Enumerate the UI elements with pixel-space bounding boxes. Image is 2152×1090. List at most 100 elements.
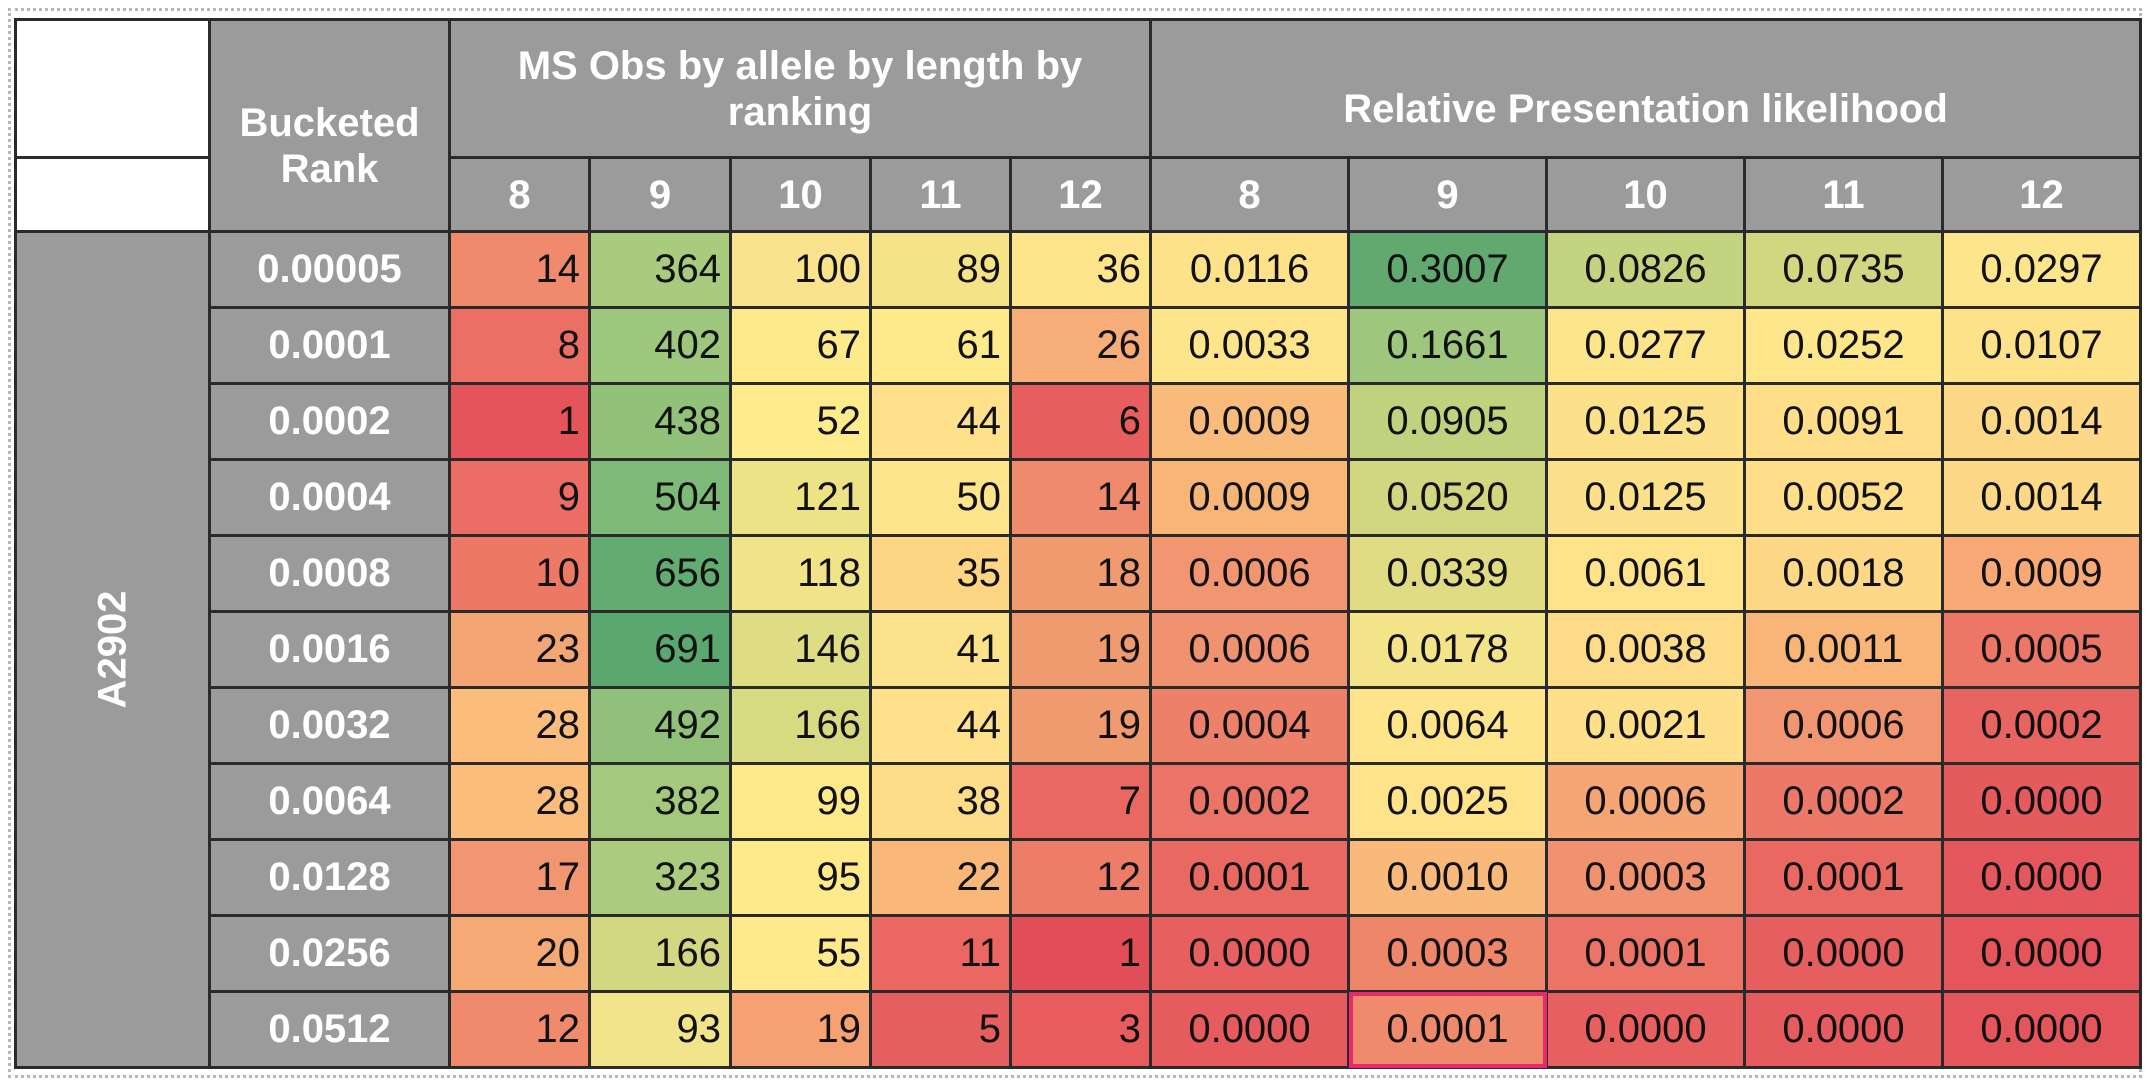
relative-likelihood-cell: 0.0005 — [1941, 610, 2142, 689]
ms-obs-cell: 323 — [588, 838, 732, 917]
relative-likelihood-cell: 0.0006 — [1149, 610, 1350, 689]
ms-obs-cell: 19 — [1009, 610, 1152, 689]
rank-cell: 0.0064 — [208, 762, 451, 841]
relative-likelihood-cell: 0.0021 — [1545, 686, 1746, 765]
table-row: 0.0032 28 492 166 44 19 0.0004 0.0064 0.0021 0.00… — [16, 686, 2142, 765]
relative-likelihood-cell: 0.0277 — [1545, 306, 1746, 385]
relative-likelihood-cell: 0.0297 — [1941, 230, 2142, 309]
relative-likelihood-cell: 0.0001 — [1743, 838, 1944, 917]
presentation-likelihood-table: Bucketed Rank MS Obs by allele by length… — [14, 18, 2142, 1069]
relative-likelihood-cell: 0.0125 — [1545, 382, 1746, 461]
ms-obs-cell: 12 — [1009, 838, 1152, 917]
ms-obs-cell: 18 — [1009, 534, 1152, 613]
ms-obs-cell: 38 — [869, 762, 1012, 841]
ms-obs-cell: 99 — [729, 762, 872, 841]
relative-likelihood-cell: 0.0004 — [1149, 686, 1350, 765]
relative-likelihood-cell: 0.0735 — [1743, 230, 1944, 309]
rel-length-header: 8 — [1149, 156, 1350, 233]
table-row: 0.0064 28 382 99 38 7 0.0002 0.0025 0.0006 0.0002… — [16, 762, 2142, 841]
table-row: 0.0256 20 166 55 11 1 0.0000 0.0003 0.0001 0.0000… — [16, 914, 2142, 993]
allele-label: A2902 — [14, 230, 211, 1069]
ms-obs-cell: 11 — [869, 914, 1012, 993]
relative-likelihood-cell: 0.0014 — [1941, 458, 2142, 537]
ms-length-header: 11 — [869, 156, 1012, 233]
relative-likelihood-cell: 0.0006 — [1545, 762, 1746, 841]
table-row: 0.0128 17 323 95 22 12 0.0001 0.0010 0.0003 0.000… — [16, 838, 2142, 917]
ms-obs-cell: 50 — [869, 458, 1012, 537]
ms-obs-cell: 1 — [1009, 914, 1152, 993]
ms-obs-cell: 14 — [448, 230, 591, 309]
ms-obs-cell: 19 — [1009, 686, 1152, 765]
ms-obs-header: MS Obs by allele by length by ranking — [448, 18, 1152, 159]
relative-likelihood-cell: 0.0001 — [1545, 914, 1746, 993]
ms-obs-cell: 5 — [869, 990, 1012, 1069]
ms-obs-cell: 6 — [1009, 382, 1152, 461]
ms-obs-cell: 7 — [1009, 762, 1152, 841]
rank-cell: 0.0256 — [208, 914, 451, 993]
relative-likelihood-cell: 0.0018 — [1743, 534, 1944, 613]
ms-length-header: 10 — [729, 156, 872, 233]
ms-length-header: 9 — [588, 156, 732, 233]
table-row: 0.0512 12 93 19 5 3 0.0000 0.0001 0.0000 0.0000 0.… — [16, 990, 2142, 1069]
ms-obs-cell: 14 — [1009, 458, 1152, 537]
relative-likelihood-cell: 0.0178 — [1347, 610, 1548, 689]
table-row: 0.0004 9 504 121 50 14 0.0009 0.0520 0.0125 0.005… — [16, 458, 2142, 537]
rank-header: Bucketed Rank — [208, 18, 451, 233]
ms-obs-cell: 17 — [448, 838, 591, 917]
relative-likelihood-cell: 0.0009 — [1941, 534, 2142, 613]
rank-cell: 0.0001 — [208, 306, 451, 385]
rank-cell: 0.0002 — [208, 382, 451, 461]
rank-cell: 0.0016 — [208, 610, 451, 689]
ms-obs-cell: 95 — [729, 838, 872, 917]
ms-length-header: 8 — [448, 156, 591, 233]
relative-likelihood-cell: 0.0000 — [1149, 914, 1350, 993]
table-frame — [8, 8, 2142, 1078]
relative-likelihood-cell: 0.0002 — [1941, 686, 2142, 765]
relative-likelihood-cell: 0.0000 — [1743, 914, 1944, 993]
relative-likelihood-cell: 0.0905 — [1347, 382, 1548, 461]
ms-obs-cell: 67 — [729, 306, 872, 385]
ms-obs-cell: 20 — [448, 914, 591, 993]
relative-likelihood-cell: 0.0052 — [1743, 458, 1944, 537]
relative-likelihood-cell: 0.0252 — [1743, 306, 1944, 385]
relative-likelihood-cell: 0.0520 — [1347, 458, 1548, 537]
ms-obs-cell: 9 — [448, 458, 591, 537]
relative-likelihood-cell: 0.0000 — [1149, 990, 1350, 1069]
rank-cell: 0.0512 — [208, 990, 451, 1069]
table-row: 0.0008 10 656 118 35 18 0.0006 0.0339 0.0061 0.00… — [16, 534, 2142, 613]
ms-obs-cell: 52 — [729, 382, 872, 461]
ms-obs-cell: 100 — [729, 230, 872, 309]
rel-length-header: 10 — [1545, 156, 1746, 233]
relative-likelihood-cell: 0.0033 — [1149, 306, 1350, 385]
relative-likelihood-cell: 0.0000 — [1743, 990, 1944, 1069]
ms-obs-cell: 3 — [1009, 990, 1152, 1069]
ms-obs-cell: 28 — [448, 762, 591, 841]
ms-obs-cell: 402 — [588, 306, 732, 385]
relative-likelihood-header: Relative Presentation likelihood — [1149, 18, 2142, 159]
relative-likelihood-cell: 0.1661 — [1347, 306, 1548, 385]
rank-cell: 0.0008 — [208, 534, 451, 613]
relative-likelihood-cell: 0.0003 — [1545, 838, 1746, 917]
ms-obs-cell: 26 — [1009, 306, 1152, 385]
ms-obs-cell: 23 — [448, 610, 591, 689]
relative-likelihood-cell: 0.0339 — [1347, 534, 1548, 613]
rank-cell: 0.0128 — [208, 838, 451, 917]
relative-likelihood-cell: 0.0002 — [1743, 762, 1944, 841]
ms-obs-cell: 8 — [448, 306, 591, 385]
relative-likelihood-cell: 0.0006 — [1149, 534, 1350, 613]
ms-obs-cell: 44 — [869, 382, 1012, 461]
ms-obs-cell: 121 — [729, 458, 872, 537]
relative-likelihood-cell: 0.0009 — [1149, 382, 1350, 461]
rel-length-header: 12 — [1941, 156, 2142, 233]
ms-obs-cell: 118 — [729, 534, 872, 613]
rank-cell: 0.0032 — [208, 686, 451, 765]
relative-likelihood-cell: 0.0826 — [1545, 230, 1746, 309]
ms-obs-cell: 93 — [588, 990, 732, 1069]
corner-blank-top — [14, 18, 211, 159]
relative-likelihood-cell: 0.0000 — [1941, 914, 2142, 993]
relative-likelihood-cell: 0.0001 — [1347, 990, 1548, 1069]
relative-likelihood-cell: 0.0006 — [1743, 686, 1944, 765]
table-row: 0.0016 23 691 146 41 19 0.0006 0.0178 0.0038 0.00… — [16, 610, 2142, 689]
ms-obs-cell: 166 — [588, 914, 732, 993]
ms-obs-cell: 1 — [448, 382, 591, 461]
